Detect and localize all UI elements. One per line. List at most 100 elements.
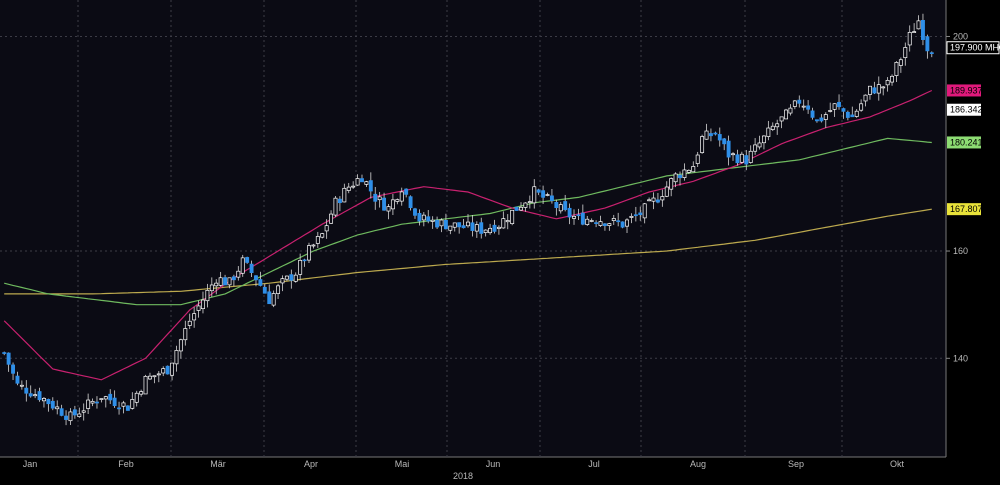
candle-body: [642, 203, 647, 219]
candle-body: [174, 350, 179, 365]
candle-body: [457, 222, 462, 228]
ma-long-line-group: [4, 208, 932, 295]
candle-body: [117, 407, 122, 410]
candle-body: [766, 127, 771, 137]
candle-body: [770, 125, 775, 130]
candle-body: [479, 222, 484, 234]
price-tags: 197.900 MHG 189.937 186.342 180.241 167.807: [946, 41, 1000, 216]
candle-body: [726, 140, 731, 158]
x-tick-label: Apr: [304, 459, 318, 469]
candle-body: [448, 225, 453, 231]
candle-body: [404, 188, 409, 195]
candle-body: [33, 394, 38, 397]
candle-body: [231, 276, 236, 281]
candle-body: [859, 103, 864, 111]
candle-body: [42, 398, 46, 402]
x-tick-label: Aug: [690, 459, 706, 469]
candle-body: [722, 138, 727, 145]
candle-body: [430, 219, 435, 222]
candle-body: [775, 123, 780, 128]
candle-body: [19, 384, 24, 387]
x-tick-label: Jul: [588, 459, 600, 469]
candle-body: [289, 274, 294, 281]
candle-body: [466, 221, 470, 227]
candle-body: [395, 199, 400, 202]
candle-body: [885, 80, 890, 86]
ma-short-line-group: [3, 89, 933, 381]
candle-body: [788, 107, 793, 114]
candle-body: [563, 201, 568, 210]
candle-body: [700, 136, 705, 153]
price-tag-box: [946, 41, 1000, 55]
candle-body: [134, 392, 139, 403]
candle-body: [337, 198, 342, 204]
candle-body: [761, 135, 766, 144]
candle-body: [682, 169, 687, 178]
candle-body: [717, 134, 722, 141]
candle-body: [37, 391, 42, 401]
candle-body: [611, 218, 616, 221]
x-tick-label: Okt: [890, 459, 905, 469]
candle-body: [121, 402, 126, 407]
candle-body: [854, 110, 859, 117]
candle-body: [616, 220, 621, 223]
candle-body: [417, 212, 422, 222]
candle-body: [245, 257, 250, 263]
candle-body: [753, 144, 758, 152]
candle-body: [329, 213, 334, 224]
candle-body: [633, 214, 638, 217]
candle-body: [324, 225, 329, 232]
candle-body: [152, 375, 157, 378]
candle-body: [907, 31, 912, 46]
candle-body: [483, 229, 488, 233]
x-tick-label: Feb: [118, 459, 134, 469]
candle-body: [863, 94, 868, 102]
candle-body: [881, 86, 886, 89]
candle-body: [744, 155, 749, 165]
candle-body: [298, 260, 303, 275]
candle-body: [757, 142, 762, 148]
candle-body: [841, 108, 846, 112]
candle-body: [271, 293, 276, 306]
candle-body: [784, 109, 788, 120]
candle-body: [598, 221, 603, 226]
candle-body: [249, 263, 254, 274]
candle-body: [519, 206, 523, 211]
x-tick-label: Mai: [395, 459, 410, 469]
candle-body: [178, 339, 183, 352]
candle-body: [143, 375, 148, 395]
candle-body: [435, 219, 440, 228]
candle-body: [408, 196, 413, 209]
candle-body: [814, 119, 819, 122]
candle-body: [443, 219, 448, 230]
candle-body: [585, 218, 590, 225]
candle-body: [921, 20, 925, 40]
candle-body: [474, 224, 479, 232]
candle-body: [11, 364, 15, 374]
candle-body: [28, 393, 33, 397]
candle-body: [187, 320, 192, 326]
candle-body: [421, 214, 426, 221]
candle-body: [236, 270, 241, 278]
candle-body: [673, 173, 678, 183]
candle-body: [6, 352, 11, 365]
candle-body: [523, 202, 528, 208]
candle-body: [890, 75, 894, 83]
candle-body: [368, 180, 373, 192]
candle-body: [280, 278, 285, 284]
candle-body: [536, 189, 541, 193]
candle-body: [572, 215, 576, 219]
candle-body: [576, 214, 581, 217]
candle-body: [580, 212, 585, 225]
candle-body: [903, 47, 908, 59]
candle-body: [148, 375, 152, 380]
candle-body: [845, 111, 850, 118]
candle-body: [629, 215, 634, 218]
candle-body: [731, 153, 735, 156]
indicator-tag-label: 189.937: [950, 85, 983, 95]
candle-body: [837, 101, 841, 108]
candle-body: [50, 400, 55, 409]
candle-body: [828, 110, 833, 112]
candle-body: [704, 130, 709, 140]
